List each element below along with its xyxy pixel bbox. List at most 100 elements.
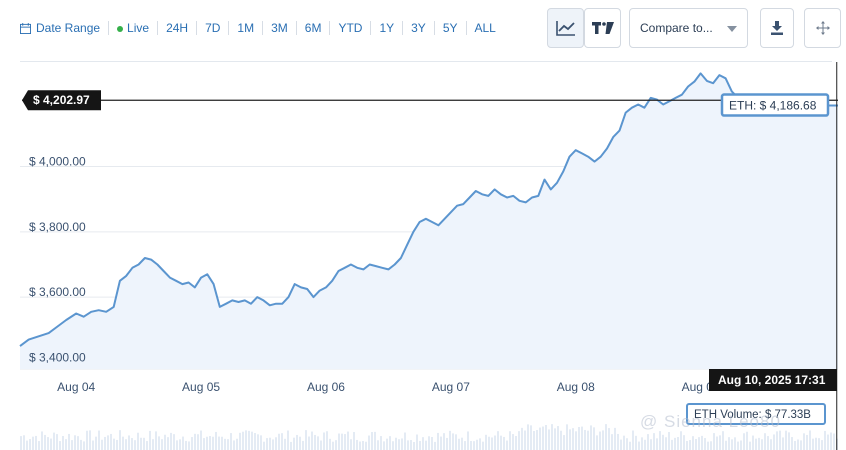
live-label: Live: [127, 21, 150, 35]
price-tooltip: ETH: $ 4,186.68: [720, 93, 830, 117]
volume-bar: [422, 437, 424, 450]
date-range-button[interactable]: Date Range: [20, 21, 110, 35]
volume-bar: [542, 426, 544, 450]
line-chart-button[interactable]: [547, 8, 584, 48]
volume-bar: [524, 430, 526, 450]
volume-bar: [767, 436, 769, 450]
volume-bar: [683, 435, 685, 450]
move-icon: [815, 21, 830, 35]
volume-bar: [419, 440, 421, 450]
volume-bar: [224, 438, 226, 450]
download-button[interactable]: [760, 8, 794, 48]
volume-bar: [725, 440, 727, 450]
line-chart-icon: [555, 21, 575, 36]
volume-bar: [794, 440, 796, 450]
price-chart[interactable]: $ 3,400.00 $ 3,600.00 $ 3,800.00 $ 4,000.00…: [0, 62, 846, 450]
volume-bar: [380, 436, 382, 450]
volume-bar: [173, 434, 175, 450]
volume-bar: [185, 440, 187, 450]
volume-bar: [617, 433, 619, 450]
volume-bar: [446, 437, 448, 450]
volume-bar: [515, 436, 517, 450]
range-all[interactable]: ALL: [474, 21, 496, 35]
volume-bar: [77, 436, 79, 450]
y-axis-labels: $ 3,400.00 $ 3,600.00 $ 3,800.00 $ 4,000.00: [29, 155, 86, 365]
volume-bar: [716, 436, 718, 450]
volume-bar: [470, 441, 472, 450]
volume-bar: [413, 441, 415, 450]
tradingview-button[interactable]: [584, 8, 621, 48]
volume-bar: [509, 431, 511, 450]
volume-bar: [203, 438, 205, 450]
volume-bar: [221, 436, 223, 450]
range-3m[interactable]: 3M: [263, 21, 297, 35]
range-5y[interactable]: 5Y: [435, 21, 467, 35]
volume-bar: [605, 424, 607, 450]
volume-bar: [815, 437, 817, 450]
volume-bar: [110, 433, 112, 450]
volume-bar: [299, 436, 301, 450]
volume-bar: [689, 440, 691, 450]
volume-bar: [320, 440, 322, 450]
crosshair-date-text: Aug 10, 2025 17:31: [718, 373, 826, 387]
range-selector: Date Range Live 24H 7D 1M 3M 6M YTD 1Y 3…: [20, 21, 504, 35]
compare-dropdown[interactable]: Compare to...: [629, 8, 748, 48]
volume-bar: [188, 441, 190, 450]
range-6m[interactable]: 6M: [297, 21, 331, 35]
date-range-label: Date Range: [36, 21, 101, 35]
volume-bar: [407, 440, 409, 450]
y-tick-label: $ 4,000.00: [29, 155, 86, 169]
volume-bar: [80, 439, 82, 450]
volume-bar: [359, 441, 361, 450]
volume-bar: [104, 436, 106, 450]
volume-bar: [248, 430, 250, 450]
move-button[interactable]: [804, 8, 841, 48]
volume-bar: [464, 441, 466, 450]
volume-bar: [656, 438, 658, 450]
volume-bar: [557, 426, 559, 450]
volume-bar: [638, 441, 640, 450]
volume-bar: [125, 439, 127, 450]
range-1y[interactable]: 1Y: [371, 21, 404, 35]
volume-bar: [20, 436, 22, 450]
volume-bar: [830, 432, 832, 450]
volume-bar: [257, 434, 259, 450]
y-tick-label: $ 3,400.00: [29, 350, 86, 364]
volume-bar: [134, 440, 136, 450]
live-dot-icon: [117, 26, 124, 32]
volume-bar: [812, 438, 814, 450]
volume-bar: [536, 430, 538, 450]
volume-bar: [59, 441, 61, 450]
range-7d[interactable]: 7D: [197, 21, 230, 35]
range-24h[interactable]: 24H: [158, 21, 198, 35]
volume-bar: [317, 436, 319, 450]
volume-bar: [95, 436, 97, 450]
volume-bar: [578, 426, 580, 450]
volume-bar: [62, 436, 64, 450]
volume-bar: [800, 440, 802, 450]
volume-bar: [338, 433, 340, 450]
live-button[interactable]: Live: [109, 21, 159, 35]
volume-bar: [797, 439, 799, 450]
volume-bar: [599, 431, 601, 450]
volume-bar: [293, 437, 295, 450]
range-ytd[interactable]: YTD: [330, 21, 372, 35]
range-3y[interactable]: 3Y: [403, 21, 435, 35]
volume-bar: [329, 438, 331, 450]
volume-bar: [242, 431, 244, 450]
volume-bar: [584, 429, 586, 450]
volume-bar: [659, 431, 661, 450]
volume-bar: [563, 435, 565, 450]
volume-bar: [410, 440, 412, 450]
volume-bar: [671, 439, 673, 450]
volume-bar: [272, 439, 274, 450]
range-1m[interactable]: 1M: [229, 21, 264, 35]
volume-bar: [113, 438, 115, 450]
volume-bar: [677, 436, 679, 450]
x-tick-label: Aug 08: [557, 380, 595, 394]
volume-bar: [368, 435, 370, 450]
volume-bar: [206, 436, 208, 450]
volume-bar: [44, 434, 46, 450]
volume-bar: [764, 433, 766, 450]
volume-bar: [311, 431, 313, 450]
